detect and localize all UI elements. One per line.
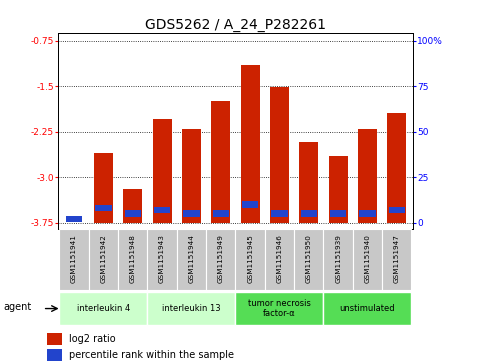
Text: interleukin 4: interleukin 4 xyxy=(77,304,130,313)
Bar xyxy=(387,113,406,223)
Bar xyxy=(299,142,318,223)
Bar xyxy=(359,210,376,217)
Text: GSM1151944: GSM1151944 xyxy=(188,234,195,282)
Bar xyxy=(328,156,348,223)
FancyBboxPatch shape xyxy=(206,229,235,290)
Bar xyxy=(66,216,82,222)
Bar xyxy=(270,87,289,223)
Text: GSM1151948: GSM1151948 xyxy=(130,234,136,282)
Bar xyxy=(242,201,258,208)
Bar xyxy=(330,210,346,217)
FancyBboxPatch shape xyxy=(235,229,265,290)
Text: GSM1151939: GSM1151939 xyxy=(335,234,341,282)
Bar xyxy=(125,210,141,217)
FancyBboxPatch shape xyxy=(353,229,382,290)
FancyBboxPatch shape xyxy=(235,292,324,325)
Text: interleukin 13: interleukin 13 xyxy=(162,304,221,313)
Text: GSM1151941: GSM1151941 xyxy=(71,234,77,282)
Text: GSM1151945: GSM1151945 xyxy=(247,234,253,282)
Bar xyxy=(211,101,230,223)
Bar xyxy=(153,119,171,223)
Text: GSM1151940: GSM1151940 xyxy=(365,234,370,282)
FancyBboxPatch shape xyxy=(294,229,324,290)
Bar xyxy=(358,129,377,223)
FancyBboxPatch shape xyxy=(147,229,177,290)
FancyBboxPatch shape xyxy=(59,229,89,290)
FancyBboxPatch shape xyxy=(118,229,147,290)
Bar xyxy=(47,349,62,362)
Text: agent: agent xyxy=(3,302,31,312)
FancyBboxPatch shape xyxy=(382,229,412,290)
Text: GSM1151947: GSM1151947 xyxy=(394,234,400,282)
Text: tumor necrosis
factor-α: tumor necrosis factor-α xyxy=(248,299,311,318)
Text: GSM1151943: GSM1151943 xyxy=(159,234,165,282)
Bar xyxy=(184,210,199,217)
Text: GSM1151946: GSM1151946 xyxy=(276,234,283,282)
Bar xyxy=(271,210,287,217)
Text: GSM1151949: GSM1151949 xyxy=(218,234,224,282)
FancyBboxPatch shape xyxy=(324,292,412,325)
Text: log2 ratio: log2 ratio xyxy=(69,334,116,344)
FancyBboxPatch shape xyxy=(177,229,206,290)
Bar xyxy=(389,207,405,213)
Bar xyxy=(154,207,170,213)
Bar xyxy=(301,210,317,217)
FancyBboxPatch shape xyxy=(59,292,147,325)
Bar xyxy=(182,129,201,223)
Bar xyxy=(123,189,142,223)
Text: percentile rank within the sample: percentile rank within the sample xyxy=(69,350,234,360)
FancyBboxPatch shape xyxy=(147,292,235,325)
Bar xyxy=(94,153,113,223)
FancyBboxPatch shape xyxy=(89,229,118,290)
FancyBboxPatch shape xyxy=(324,229,353,290)
Title: GDS5262 / A_24_P282261: GDS5262 / A_24_P282261 xyxy=(145,18,326,32)
Bar xyxy=(47,333,62,345)
Text: GSM1151950: GSM1151950 xyxy=(306,234,312,282)
Bar xyxy=(213,210,229,217)
Text: GSM1151942: GSM1151942 xyxy=(100,234,106,282)
Text: unstimulated: unstimulated xyxy=(340,304,395,313)
FancyBboxPatch shape xyxy=(265,229,294,290)
Bar xyxy=(241,65,260,223)
Bar xyxy=(95,205,112,211)
